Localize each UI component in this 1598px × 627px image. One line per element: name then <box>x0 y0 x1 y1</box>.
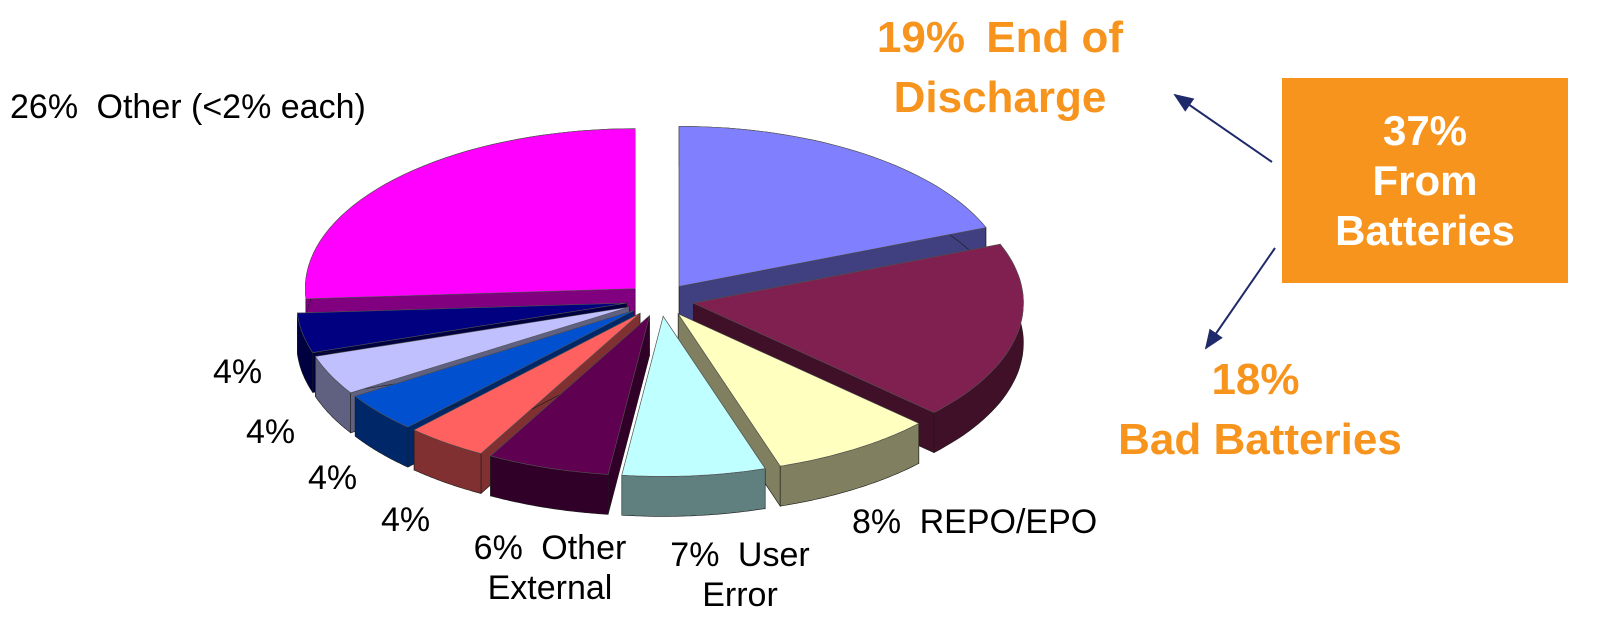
slice <box>314 306 630 394</box>
category-label: Other External <box>487 529 627 607</box>
annotation-box: 37% From Batteries <box>1282 78 1568 283</box>
annotation-line: 37% <box>1382 106 1468 154</box>
category-label: End of Discharge <box>893 13 1124 122</box>
slice <box>413 313 641 454</box>
pie <box>296 126 1024 517</box>
slice-label: 26% Other (<2% each) <box>10 87 470 127</box>
slice-label: 18% Bad Batteries <box>1080 350 1440 470</box>
slice-label: 4% <box>308 458 366 498</box>
value-label: 8% <box>852 503 902 541</box>
slice-label: 7% User Error <box>660 535 820 615</box>
slice <box>354 310 634 428</box>
slice <box>305 128 636 300</box>
value-label: 4% <box>381 501 431 539</box>
slice-label: 4% <box>213 352 271 392</box>
slice <box>677 313 920 467</box>
slice <box>296 302 627 353</box>
category-label: REPO/EPO <box>919 503 1098 541</box>
annotation-line: From <box>1372 156 1478 204</box>
slice-label: 19% End of Discharge <box>850 8 1150 128</box>
value-label: 7% <box>670 536 720 574</box>
value-label: 4% <box>213 353 263 391</box>
slice-label: 8% REPO/EPO <box>852 502 1172 542</box>
slice <box>621 315 766 477</box>
slice-label: 6% Other External <box>460 528 640 608</box>
value-label: 26% <box>10 88 79 126</box>
slice <box>692 243 1024 413</box>
category-label: User Error <box>702 536 810 614</box>
arrow <box>1204 247 1276 350</box>
value-label: 19% <box>876 13 965 62</box>
value-label: 18% <box>1211 355 1300 404</box>
category-label: Bad Batteries <box>1118 415 1402 464</box>
annotation-line: Batteries <box>1335 206 1515 254</box>
value-label: 4% <box>246 413 296 451</box>
slice <box>489 314 651 475</box>
slice-label: 4% <box>246 412 304 452</box>
slice <box>678 126 987 287</box>
value-label: 4% <box>308 459 358 497</box>
value-label: 6% <box>473 529 523 567</box>
category-label: Other (<2% each) <box>96 88 366 126</box>
slice-label: 4% <box>381 500 439 540</box>
arrow <box>1173 93 1273 163</box>
